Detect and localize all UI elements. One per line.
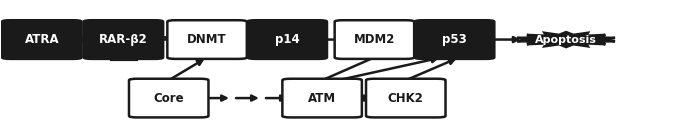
Text: RAR-β2: RAR-β2 — [99, 33, 148, 46]
Text: DNMT: DNMT — [188, 33, 227, 46]
Text: CHK2: CHK2 — [388, 92, 423, 105]
FancyBboxPatch shape — [129, 79, 209, 117]
Text: p14: p14 — [275, 33, 300, 46]
Text: MDM2: MDM2 — [354, 33, 395, 46]
FancyBboxPatch shape — [167, 20, 247, 59]
FancyArrowPatch shape — [129, 37, 200, 57]
FancyBboxPatch shape — [2, 20, 82, 59]
FancyBboxPatch shape — [415, 20, 494, 59]
FancyBboxPatch shape — [366, 79, 445, 117]
Text: p53: p53 — [442, 33, 467, 46]
Polygon shape — [517, 32, 615, 47]
FancyBboxPatch shape — [335, 20, 414, 59]
Text: Core: Core — [153, 92, 184, 105]
Text: ATRA: ATRA — [25, 33, 59, 46]
FancyBboxPatch shape — [282, 79, 362, 117]
Text: ATM: ATM — [308, 92, 336, 105]
Text: Apoptosis: Apoptosis — [536, 35, 597, 45]
FancyBboxPatch shape — [84, 20, 163, 59]
FancyBboxPatch shape — [248, 20, 327, 59]
